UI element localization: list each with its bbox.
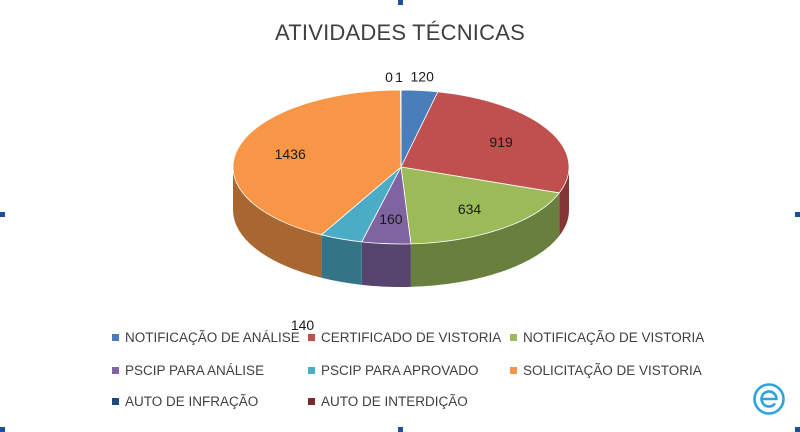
legend-label: NOTIFICAÇÃO DE VISTORIA <box>523 330 705 345</box>
resize-handle-bottom-left[interactable] <box>0 427 5 432</box>
legend-item-notificacao-de-analise[interactable]: NOTIFICAÇÃO DE ANÁLISE <box>112 330 300 345</box>
resize-handle-top[interactable] <box>398 0 403 5</box>
legend-swatch <box>112 367 119 374</box>
legend-item-pscip-para-analise[interactable]: PSCIP PARA ANÁLISE <box>112 363 264 378</box>
pie-side-pscip-para-analise <box>361 241 411 287</box>
legend-label: PSCIP PARA ANÁLISE <box>125 363 265 378</box>
legend-swatch <box>510 334 517 341</box>
legend-label: SOLICITAÇÃO DE VISTORIA <box>523 363 702 378</box>
legend-label: CERTIFICADO DE VISTORIA <box>321 330 502 345</box>
chart-title: ATIVIDADES TÉCNICAS <box>275 20 525 45</box>
data-label-pscip-para-aprovado: 140 <box>291 317 315 333</box>
data-label-notificacao-de-analise: 120 <box>411 69 435 85</box>
legend-item-auto-de-infracao[interactable]: AUTO DE INFRAÇÃO <box>112 394 258 409</box>
legend-label: AUTO DE INTERDIÇÃO <box>321 394 468 409</box>
legend-item-solicitacao-de-vistoria[interactable]: SOLICITAÇÃO DE VISTORIA <box>510 363 702 378</box>
legend-label: PSCIP PARA APROVADO <box>321 363 479 378</box>
legend-label: NOTIFICAÇÃO DE ANÁLISE <box>125 330 300 345</box>
resize-handle-bottom-right[interactable] <box>795 427 800 432</box>
legend-swatch <box>112 398 119 405</box>
legend-swatch <box>308 334 315 341</box>
data-label-solicitacao-de-vistoria: 1436 <box>275 146 306 162</box>
legend-swatch <box>308 398 315 405</box>
pie-side-notificacao-de-vistoria <box>410 192 560 287</box>
legend-swatch <box>112 334 119 341</box>
resize-handle-left[interactable] <box>0 212 5 217</box>
pie-side-solicitacao-de-vistoria <box>233 167 322 278</box>
pie-side-certificado-de-vistoria <box>559 167 569 236</box>
data-label-certificado-de-vistoria: 919 <box>489 134 513 150</box>
legend-item-auto-de-interdicao[interactable]: AUTO DE INTERDIÇÃO <box>308 394 468 409</box>
resize-handle-bottom[interactable] <box>398 427 403 432</box>
pie-slice-notificacao-de-vistoria[interactable] <box>400 166 560 245</box>
legend-item-certificado-de-vistoria[interactable]: CERTIFICADO DE VISTORIA <box>308 330 501 345</box>
legend-swatch <box>308 367 315 374</box>
data-label-auto-de-infracao: 0 <box>385 69 393 85</box>
pie-side-pscip-para-aprovado <box>321 234 362 285</box>
pie-slice-certificado-de-vistoria[interactable] <box>400 91 570 194</box>
legend-item-pscip-para-aprovado[interactable]: PSCIP PARA APROVADO <box>308 363 479 378</box>
data-label-notificacao-de-vistoria: 634 <box>458 201 482 217</box>
legend-item-notificacao-de-vistoria[interactable]: NOTIFICAÇÃO DE VISTORIA <box>510 330 704 345</box>
legend-label: AUTO DE INFRAÇÃO <box>125 394 259 409</box>
e-logo-icon <box>753 383 785 415</box>
data-label-pscip-para-analise: 160 <box>379 211 403 227</box>
data-label-auto-de-interdicao: 1 <box>395 69 403 85</box>
pie-slice-solicitacao-de-vistoria[interactable] <box>232 89 402 236</box>
resize-handle-right[interactable] <box>795 212 800 217</box>
legend-swatch <box>510 367 517 374</box>
